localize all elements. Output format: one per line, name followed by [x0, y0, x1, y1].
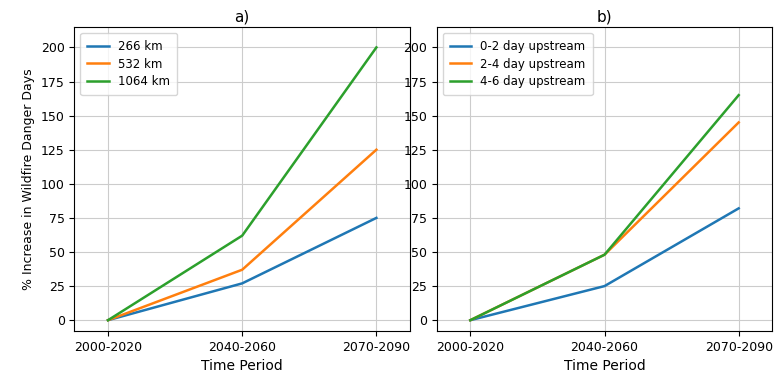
Line: 4-6 day upstream: 4-6 day upstream: [470, 95, 739, 320]
Y-axis label: % Increase in Wildfire Danger Days: % Increase in Wildfire Danger Days: [22, 68, 35, 290]
532 km: [238, 268, 247, 272]
Title: b): b): [597, 9, 612, 24]
2-4 day upstream: [734, 120, 743, 125]
2-4 day upstream: [466, 318, 475, 323]
0-2 day upstream: [466, 318, 475, 323]
0-2 day upstream: [734, 206, 743, 211]
1064 km: [103, 318, 113, 323]
266 km: [103, 318, 113, 323]
532 km: [103, 318, 113, 323]
Title: a): a): [234, 9, 250, 24]
1064 km: [238, 233, 247, 238]
2-4 day upstream: [600, 253, 609, 257]
4-6 day upstream: [600, 253, 609, 257]
Legend: 266 km, 532 km, 1064 km: 266 km, 532 km, 1064 km: [81, 33, 177, 95]
Line: 1064 km: 1064 km: [108, 47, 376, 320]
266 km: [238, 281, 247, 286]
Line: 2-4 day upstream: 2-4 day upstream: [470, 122, 739, 320]
Line: 0-2 day upstream: 0-2 day upstream: [470, 208, 739, 320]
X-axis label: Time Period: Time Period: [201, 359, 283, 373]
4-6 day upstream: [466, 318, 475, 323]
4-6 day upstream: [734, 93, 743, 97]
Line: 266 km: 266 km: [108, 218, 376, 320]
Legend: 0-2 day upstream, 2-4 day upstream, 4-6 day upstream: 0-2 day upstream, 2-4 day upstream, 4-6 …: [443, 33, 593, 95]
Line: 532 km: 532 km: [108, 150, 376, 320]
266 km: [372, 216, 381, 220]
X-axis label: Time Period: Time Period: [564, 359, 645, 373]
532 km: [372, 147, 381, 152]
1064 km: [372, 45, 381, 50]
0-2 day upstream: [600, 284, 609, 288]
